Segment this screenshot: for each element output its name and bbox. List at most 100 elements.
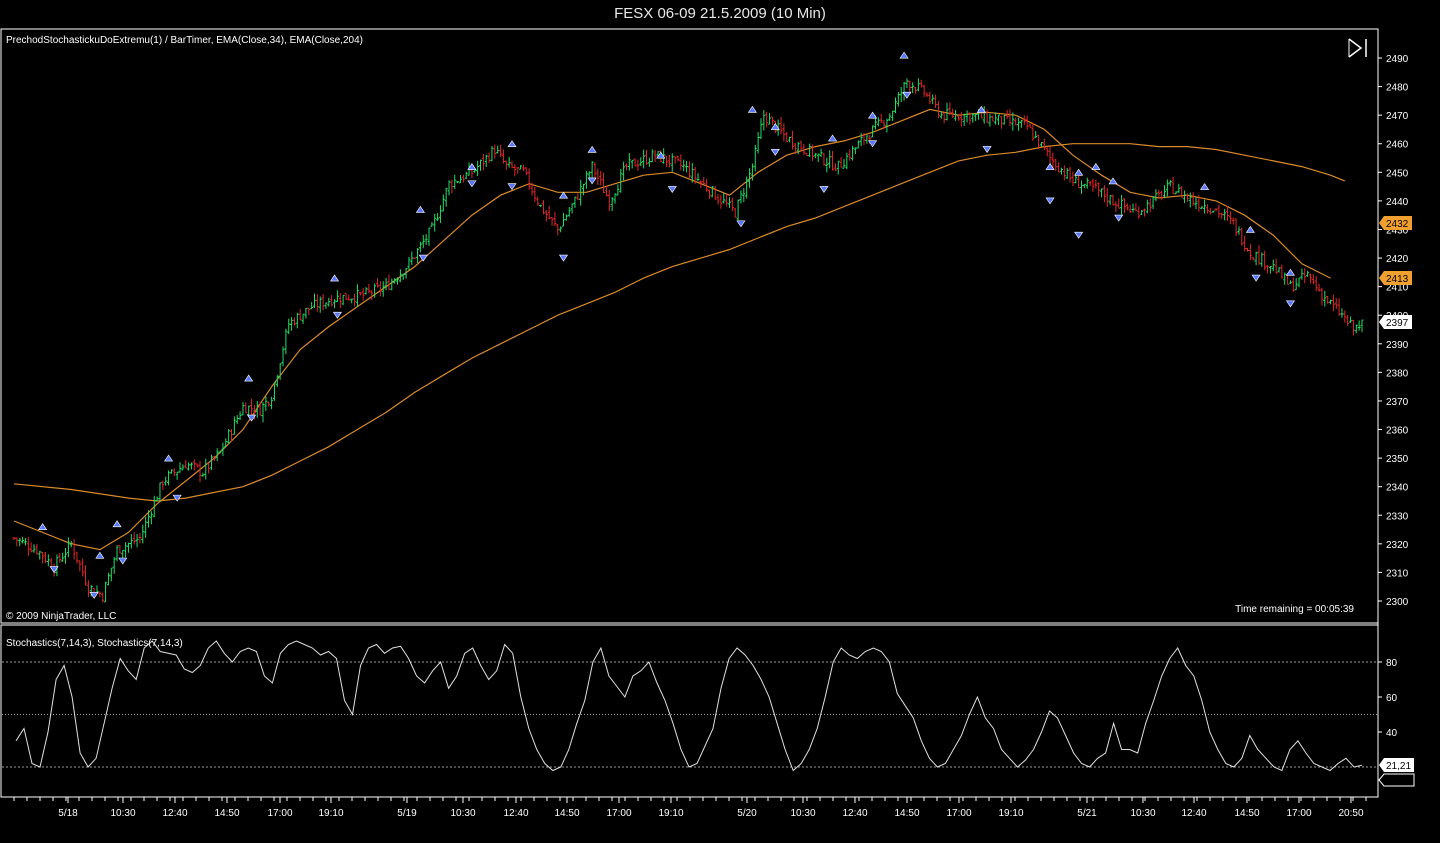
bar-down [959,112,963,127]
bar-up [1300,268,1304,280]
bar-up [261,402,265,423]
bar-up [622,161,626,181]
bar-down [1122,198,1126,214]
bar-down [1257,245,1261,265]
bar-up [109,567,113,582]
bar-up [69,540,73,548]
bar-up [762,110,766,131]
bar-up [364,287,368,295]
bar-up [710,186,714,198]
bar-down [914,86,918,94]
bar-down [530,182,534,196]
bar-up [1011,112,1015,131]
bar-down [26,537,30,556]
bar-down [770,116,774,125]
bar-down [504,160,508,170]
bar-up [825,157,829,173]
bar-down [1243,235,1247,252]
bar-down [461,174,465,183]
bar-down [991,115,995,122]
stochastics-badge-text: 21,21 [1386,761,1411,772]
scroll-to-end-button[interactable] [1346,36,1372,60]
bar-down [785,132,789,143]
bar-up [579,179,583,206]
bar-up [341,294,345,306]
bar-up [189,462,193,470]
bar-down [481,153,485,171]
price-panel-frame [0,28,1379,624]
bar-up [147,510,151,528]
bar-up [55,554,59,577]
bar-up [355,284,359,308]
bar-down [790,130,794,150]
up-arrow-marker [507,140,517,148]
bar-up [745,176,749,199]
bar-down [553,211,557,227]
bar-up [819,148,823,157]
bar-up [178,462,182,473]
bar-down [198,460,202,483]
bar-up [396,277,400,285]
bar-down [78,560,82,572]
bar-down [1045,147,1049,157]
bar-down [378,281,382,297]
bar-down [41,551,45,564]
bar-down [593,162,597,181]
bar-up [438,205,442,224]
time-tick-label: 12:40 [842,808,867,819]
bar-down [985,109,989,124]
bar-down [1343,310,1347,323]
up-arrow-marker [415,205,425,213]
bar-up [911,82,915,94]
time-tick-label: 5/19 [397,808,417,819]
bar-up [433,213,437,232]
bar-down [882,120,886,129]
bar-down [1008,109,1012,126]
bar-down [1077,173,1081,189]
up-arrow-marker [1074,168,1084,176]
time-x-axis: 5/18 10:30 12:40 14:50 17:00 19:10 5/19 10:30 12… [13,797,1367,819]
bar-up [994,112,998,125]
bar-down [86,580,90,598]
bar-up [155,496,159,501]
price-tick-label: 2450 [1386,168,1409,179]
bar-up [281,346,285,367]
bar-down [307,307,311,316]
bar-up [1177,183,1181,194]
bar-down [1042,138,1046,151]
bar-down [370,289,374,300]
bar-up [384,277,388,291]
bar-up [1357,320,1361,331]
bar-up [1354,324,1358,334]
bar-up [238,411,242,420]
bar-down [730,197,734,212]
bar-down [15,537,19,547]
up-arrow-marker [112,520,122,528]
bar-down [487,152,491,164]
bar-up [876,117,880,127]
time-remaining-label: Time remaining = 00:05:39 [1235,604,1354,615]
down-arrow-marker [667,186,677,194]
bar-up [630,159,634,169]
bar-down [212,455,216,462]
bar-down [633,158,637,167]
bar-up [18,537,22,547]
bar-down [1062,165,1066,181]
bar-down [35,543,39,555]
bar-up [650,149,654,163]
bar-up [284,328,288,355]
bar-down [544,210,548,222]
bar-down [556,224,560,236]
bar-up [335,290,339,303]
bar-down [118,544,122,554]
time-tick-label: 14:50 [1234,808,1259,819]
bar-up [129,534,133,549]
bar-up [896,92,900,107]
bar-up [121,549,125,559]
bar-down [908,80,912,93]
bar-up [61,552,65,562]
bar-down [928,91,932,105]
bar-down [1051,152,1055,168]
skip-end-icon [1348,38,1367,58]
